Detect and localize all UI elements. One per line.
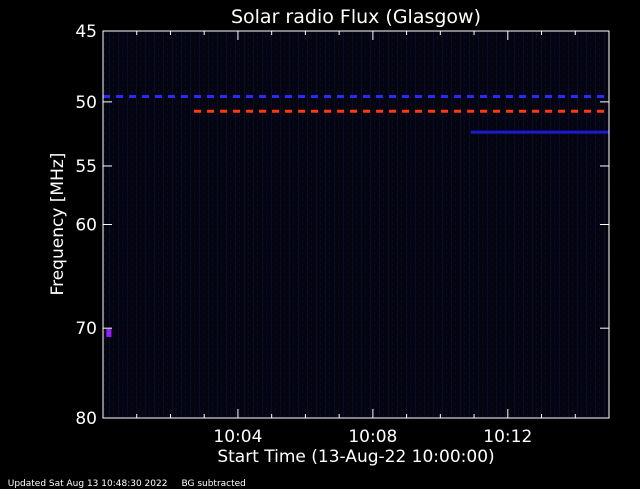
plot-noise: [103, 31, 609, 418]
y-tick-label: 45: [75, 22, 97, 42]
bg-note: BG subtracted: [181, 479, 246, 489]
updated-timestamp: Updated Sat Aug 13 10:48:30 2022: [7, 479, 168, 489]
y-tick-label: 70: [75, 319, 97, 339]
y-tick-label: 50: [75, 93, 97, 113]
feature-spot-3: [106, 328, 112, 337]
y-tick-label: 80: [75, 409, 97, 429]
x-tick-label: 10:04: [213, 427, 262, 447]
y-axis-label: Frequency [MHz]: [48, 153, 68, 296]
x-tick-label: 10:12: [483, 427, 532, 447]
x-tick-label: 10:08: [348, 427, 397, 447]
chart-title: Solar radio Flux (Glasgow): [231, 6, 481, 28]
footer: Updated Sat Aug 13 10:48:30 2022 BG subtr…: [2, 469, 260, 489]
plot-area: [102, 30, 610, 419]
y-tick-label: 60: [75, 216, 97, 236]
x-axis-label: Start Time (13-Aug-22 10:00:00): [217, 447, 494, 467]
y-tick-label: 55: [75, 157, 97, 177]
